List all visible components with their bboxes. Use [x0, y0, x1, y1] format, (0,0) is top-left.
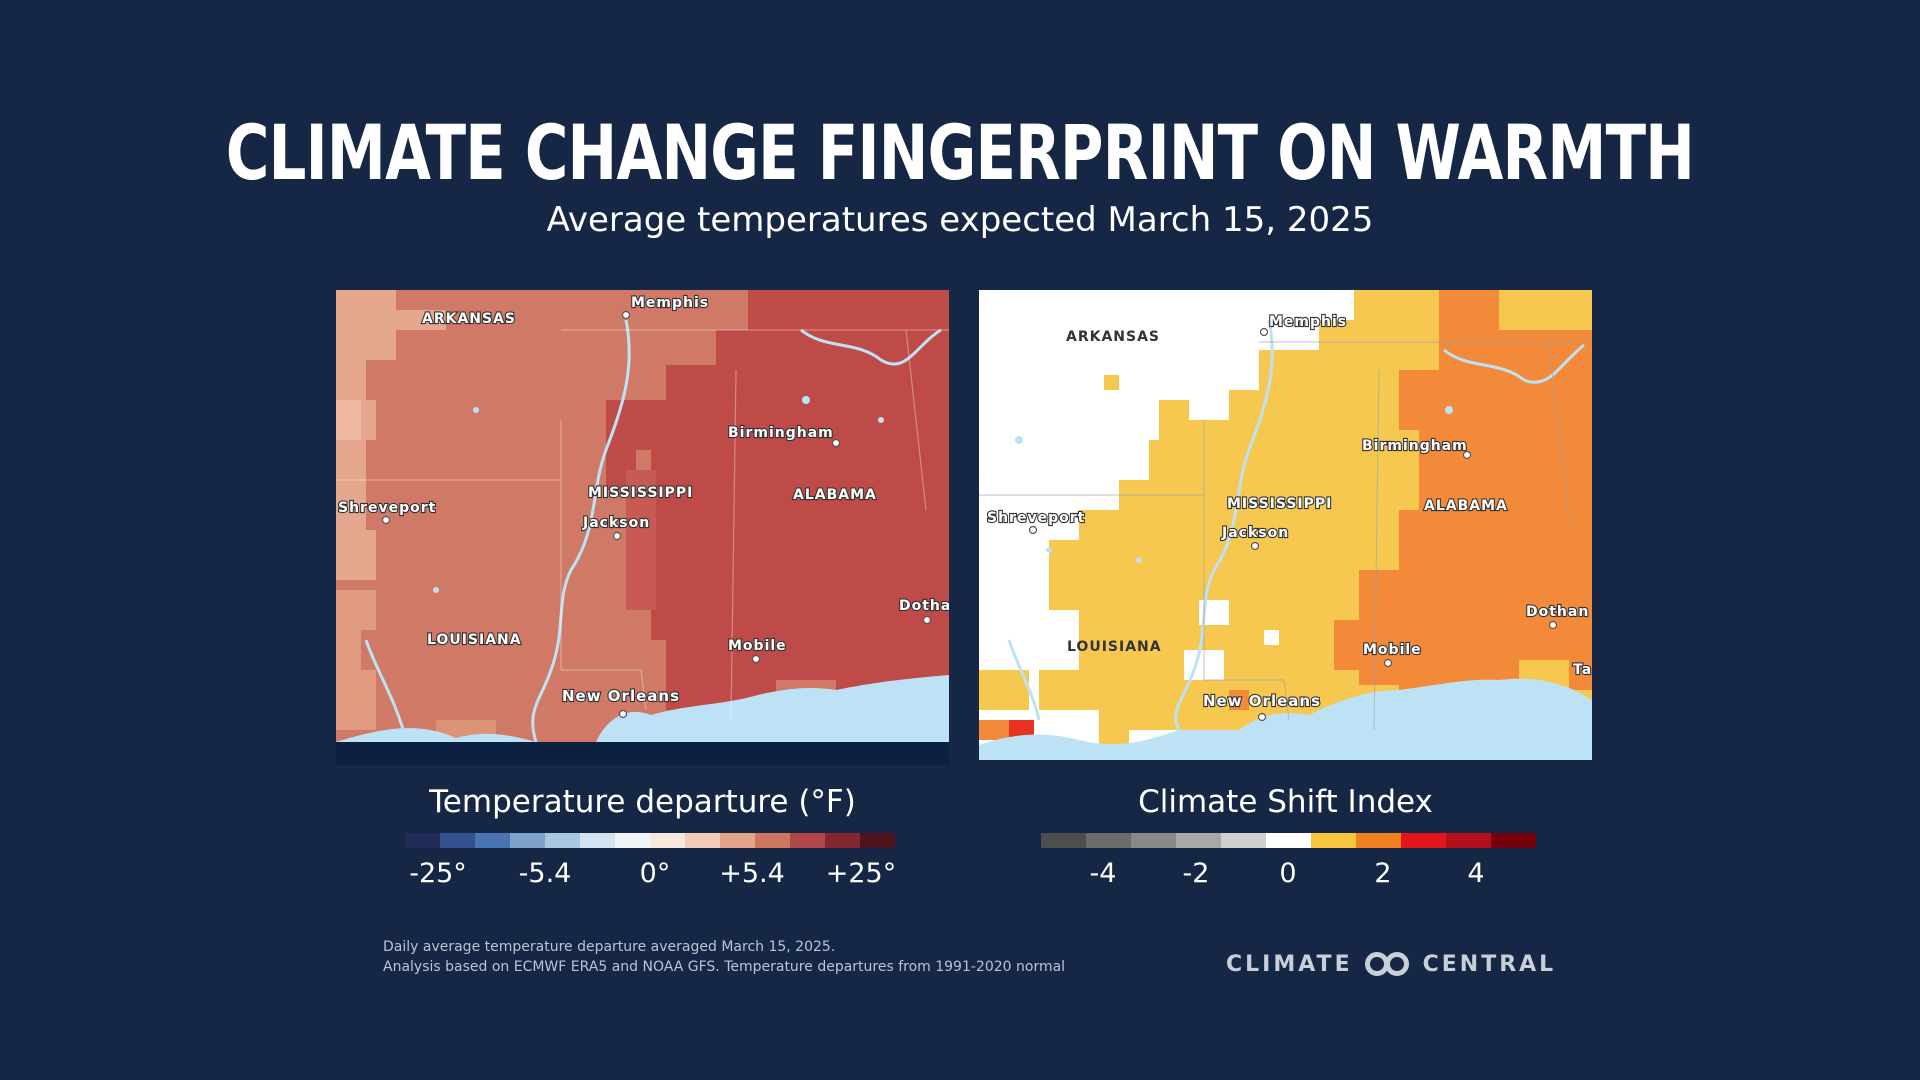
temperature-scale-swatch — [615, 833, 650, 848]
state-label-mississippi: MISSISSIPPI — [1227, 496, 1332, 512]
temperature-legend-title: Temperature departure (°F) — [429, 784, 856, 820]
brand-word-right: CENTRAL — [1422, 951, 1557, 977]
city-label-dothan: Dotha — [899, 598, 949, 614]
state-label-louisiana: LOUISIANA — [1067, 639, 1162, 655]
city-label-memphis: Memphis — [1269, 314, 1347, 330]
temperature-scale-swatch — [580, 833, 615, 848]
csi-scale-swatch — [1356, 833, 1401, 848]
temperature-tick: -25° — [409, 858, 467, 889]
brand-word-left: CLIMATE — [1226, 951, 1353, 977]
temperature-scale-swatch — [475, 833, 510, 848]
csi-scale-swatch — [1041, 833, 1086, 848]
temperature-scale-swatch — [720, 833, 755, 848]
city-label-tallahassee: Ta — [1573, 662, 1592, 678]
temperature-scale-swatch — [790, 833, 825, 848]
temperature-scale-swatch — [860, 833, 895, 848]
page-subtitle: Average temperatures expected March 15, … — [546, 200, 1374, 240]
state-label-arkansas: ARKANSAS — [1066, 329, 1160, 345]
temperature-scale-swatch — [405, 833, 440, 848]
city-label-dothan: Dothan — [1526, 604, 1589, 620]
state-label-arkansas: ARKANSAS — [422, 311, 516, 327]
csi-scale-swatch — [1086, 833, 1131, 848]
csi-tick: -2 — [1182, 858, 1210, 889]
state-label-mississippi: MISSISSIPPI — [588, 485, 693, 501]
csi-legend-title: Climate Shift Index — [1138, 784, 1433, 820]
csi-tick: 2 — [1374, 858, 1392, 889]
state-label-alabama: ALABAMA — [793, 487, 877, 503]
city-label-jackson: Jackson — [582, 515, 650, 531]
csi-tick: 0 — [1279, 858, 1297, 889]
city-label-birmingham: Birmingham — [728, 425, 834, 441]
csi-scale-swatch — [1266, 833, 1311, 848]
temperature-scale-swatch — [510, 833, 545, 848]
climate-central-logo: CLIMATE CENTRAL — [1226, 947, 1556, 981]
csi-scale-swatch — [1131, 833, 1176, 848]
csi-tick: 4 — [1467, 858, 1485, 889]
city-label-shreveport: Shreveport — [338, 500, 436, 516]
temperature-tick: -5.4 — [518, 858, 572, 889]
csi-scale-swatch — [1311, 833, 1356, 848]
temperature-tick: +25° — [825, 858, 897, 889]
state-label-louisiana: LOUISIANA — [427, 632, 522, 648]
csi-scale-swatch — [1401, 833, 1446, 848]
city-label-birmingham: Birmingham — [1362, 438, 1468, 454]
temperature-scale-swatch — [825, 833, 860, 848]
temperature-departure-map: ARKANSAS Memphis Birmingham Shreveport M… — [336, 290, 949, 765]
temperature-scale-swatch — [755, 833, 790, 848]
page-title: CLIMATE CHANGE FINGERPRINT ON WARMTH — [225, 108, 1695, 197]
city-label-jackson: Jackson — [1221, 525, 1289, 541]
footnote-line-2: Analysis based on ECMWF ERA5 and NOAA GF… — [383, 959, 1066, 975]
city-label-memphis: Memphis — [631, 295, 709, 311]
temperature-tick: +5.4 — [719, 858, 785, 889]
temperature-tick: 0° — [639, 858, 671, 889]
temperature-color-scale — [405, 833, 895, 848]
city-label-shreveport: Shreveport — [987, 510, 1085, 526]
city-label-new-orleans: New Orleans — [1203, 692, 1321, 710]
linked-rings-icon — [1364, 952, 1409, 976]
csi-color-scale — [1041, 833, 1536, 848]
footnote-line-1: Daily average temperature departure aver… — [383, 939, 836, 955]
state-label-alabama: ALABAMA — [1424, 498, 1508, 514]
temperature-scale-swatch — [650, 833, 685, 848]
csi-scale-swatch — [1176, 833, 1221, 848]
csi-scale-swatch — [1446, 833, 1491, 848]
city-label-mobile: Mobile — [1363, 642, 1422, 658]
temperature-scale-swatch — [440, 833, 475, 848]
csi-scale-swatch — [1491, 833, 1536, 848]
city-label-new-orleans: New Orleans — [562, 687, 680, 705]
temperature-scale-swatch — [545, 833, 580, 848]
csi-scale-swatch — [1221, 833, 1266, 848]
temperature-scale-swatch — [685, 833, 720, 848]
csi-tick: -4 — [1089, 858, 1117, 889]
city-label-mobile: Mobile — [728, 638, 787, 654]
climate-shift-index-map: ARKANSAS Memphis Birmingham Shreveport M… — [979, 290, 1592, 760]
